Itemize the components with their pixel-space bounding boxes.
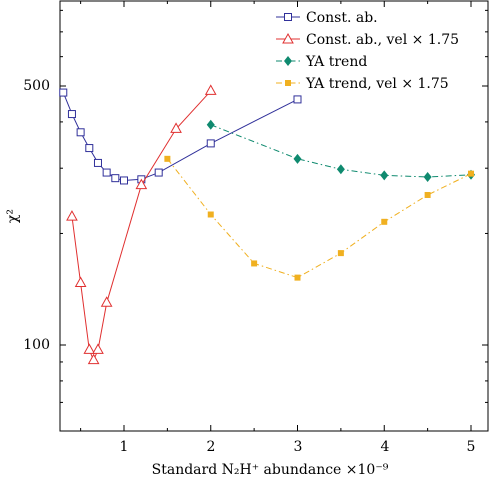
series-3	[164, 155, 474, 281]
data-point-3-3	[294, 274, 301, 281]
x-tick-label-4: 4	[381, 439, 390, 455]
legend-entry-ya-trend-vel: YA trend, vel × 1.75	[276, 76, 449, 92]
x-tick-label-5: 5	[467, 439, 476, 455]
data-point-0-9	[154, 168, 163, 177]
y-tick-label-100: 100	[23, 337, 50, 353]
data-point-0-7	[120, 176, 128, 185]
series-line-2	[210, 124, 472, 178]
axis-ticks	[60, 1, 488, 431]
plot-frame	[59, 0, 489, 432]
legend-label-const-ab-vel: Const. ab., vel × 1.75	[306, 32, 459, 48]
data-point-3-4	[337, 250, 344, 257]
x-axis-label: Standard N₂H⁺ abundance ×10⁻⁹	[152, 462, 389, 478]
data-point-3-7	[468, 170, 474, 177]
legend-entry-ya-trend: YA trend	[276, 54, 367, 70]
data-point-0-11	[293, 95, 302, 104]
series-line-1	[71, 90, 212, 362]
data-point-0-5	[102, 168, 111, 177]
data-point-1-4	[92, 343, 104, 354]
data-point-0-0	[59, 88, 68, 97]
data-point-1-3	[87, 353, 100, 365]
data-point-3-2	[251, 260, 258, 267]
data-point-2-4	[423, 172, 432, 183]
series-2	[206, 119, 475, 183]
data-point-1-2	[83, 343, 96, 354]
data-point-2-0	[206, 119, 215, 130]
data-point-2-2	[336, 164, 345, 175]
data-point-3-1	[207, 211, 214, 218]
y-tick-label-500: 500	[23, 78, 50, 94]
x-tick-label-1: 1	[120, 439, 129, 455]
data-point-2-1	[293, 153, 302, 164]
data-point-1-0	[66, 210, 78, 221]
series-layer	[59, 84, 475, 365]
legend-label-const-ab: Const. ab.	[306, 10, 378, 26]
data-point-3-6	[424, 191, 431, 198]
data-point-0-3	[85, 144, 94, 153]
legend-entry-const-ab-vel: Const. ab., vel × 1.75	[276, 32, 459, 48]
x-tick-label-2: 2	[207, 439, 216, 455]
data-point-0-6	[111, 174, 120, 183]
series-0	[59, 88, 302, 185]
legend-entry-const-ab: Const. ab.	[276, 10, 378, 26]
data-point-3-0	[164, 155, 171, 162]
y-axis-label: χ²	[5, 209, 21, 223]
data-point-0-1	[67, 110, 76, 119]
data-point-0-2	[76, 128, 85, 137]
data-point-1-8	[204, 84, 217, 95]
legend-label-ya-trend-vel: YA trend, vel × 1.75	[305, 76, 449, 92]
data-point-1-6	[135, 178, 148, 190]
x-tick-label-3: 3	[294, 439, 303, 455]
series-1	[66, 84, 217, 365]
data-point-1-7	[170, 122, 182, 133]
data-point-2-3	[380, 170, 389, 181]
legend: Const. ab. Const. ab., vel × 1.75 YA tre…	[276, 10, 459, 92]
series-line-3	[167, 158, 472, 279]
data-point-3-5	[381, 218, 388, 225]
data-point-0-4	[93, 158, 102, 167]
data-point-1-5	[100, 296, 113, 307]
data-point-1-1	[74, 276, 87, 288]
data-point-0-10	[206, 139, 215, 148]
series-line-0	[62, 92, 298, 182]
legend-label-ya-trend: YA trend	[305, 54, 367, 70]
